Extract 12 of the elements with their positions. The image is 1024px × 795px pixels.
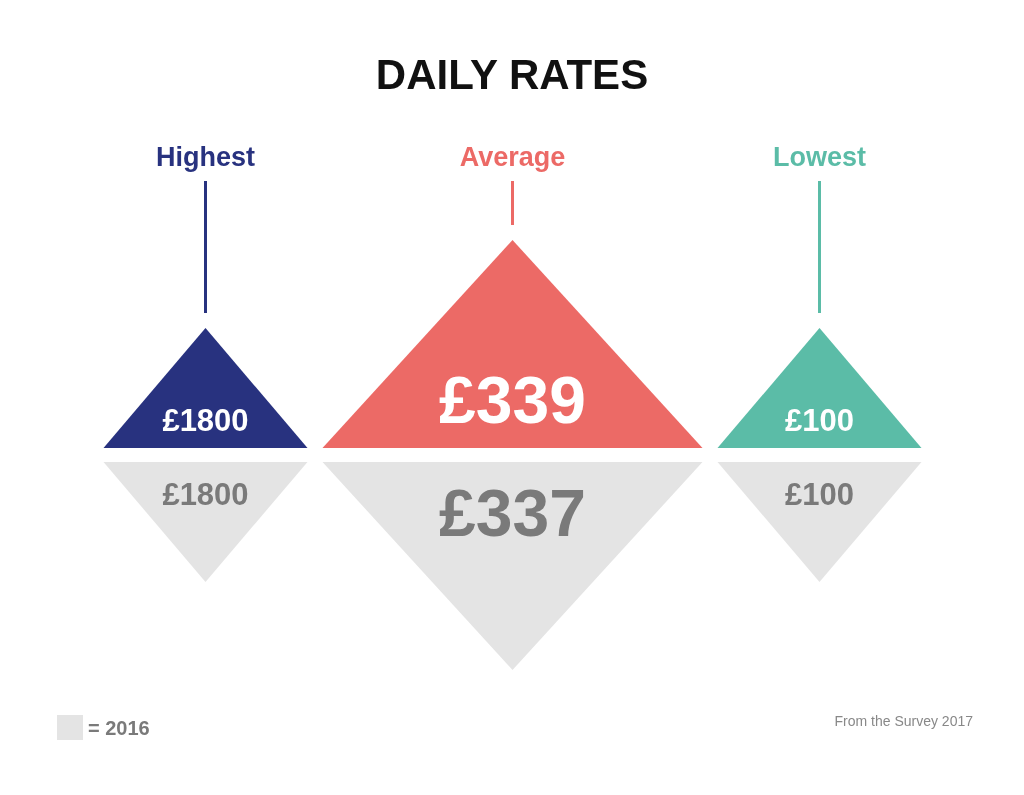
legend-label: = 2016 bbox=[88, 716, 150, 739]
data-label: £337 bbox=[439, 476, 586, 550]
category-label: Average bbox=[459, 141, 566, 172]
data-label: £100 bbox=[785, 402, 854, 438]
text: DAILY RATES bbox=[375, 50, 649, 98]
category-label: Lowest bbox=[772, 141, 867, 172]
data-label: £339 bbox=[439, 363, 586, 437]
data-label: £1800 bbox=[162, 476, 249, 512]
text: From the Survey 2017 bbox=[834, 713, 974, 729]
data-label: £100 bbox=[785, 476, 854, 512]
data-label: £1800 bbox=[162, 402, 249, 438]
category-label: Highest bbox=[155, 141, 256, 172]
